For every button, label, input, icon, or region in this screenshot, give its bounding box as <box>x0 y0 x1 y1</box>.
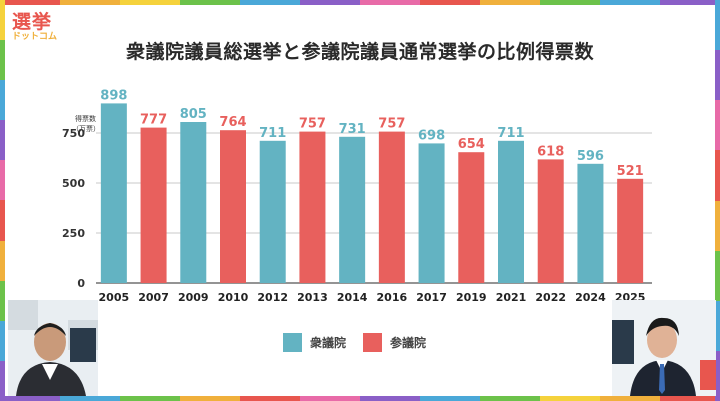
bar-2022 <box>537 159 564 283</box>
presenter-left-video <box>8 300 98 396</box>
frame-right <box>715 0 720 401</box>
y-tick-label: 250 <box>62 227 85 240</box>
y-tick-label: 0 <box>77 277 85 290</box>
label-layer: 0 250 500 750 898 2005 777 2007 805 2009 764 2010 71… <box>62 88 645 304</box>
y-tick-label: 750 <box>62 127 85 140</box>
bar-2007 <box>140 127 167 283</box>
x-tick-label-2022: 2022 <box>535 291 566 304</box>
bar-2013 <box>299 131 326 283</box>
data-label-2005: 898 <box>100 88 127 103</box>
x-tick-label-2017: 2017 <box>416 291 447 304</box>
x-tick-label-2021: 2021 <box>496 291 527 304</box>
x-tick-label-2010: 2010 <box>218 291 249 304</box>
data-label-2022: 618 <box>537 144 564 159</box>
x-tick-label-2014: 2014 <box>337 291 368 304</box>
x-tick-label-2009: 2009 <box>178 291 209 304</box>
frame-bottom <box>0 396 720 401</box>
bar-2025 <box>617 178 644 283</box>
legend-label-shugiin: 衆議院 <box>310 335 347 350</box>
frame-top <box>0 0 720 5</box>
legend-item-shugiin: 衆議院 <box>283 332 346 352</box>
x-tick-label-2024: 2024 <box>575 291 606 304</box>
y-axis-label-line2: （万票） <box>72 125 100 133</box>
senkyo-dotcom-logo: 選挙 ドットコム <box>12 12 60 42</box>
legend-item-sangiin: 参議院 <box>363 332 426 352</box>
x-tick-label-2007: 2007 <box>138 291 169 304</box>
bar-2005 <box>100 103 127 284</box>
presenter-right-video <box>612 300 716 396</box>
data-label-2016: 757 <box>378 117 405 132</box>
grid-layer <box>96 132 652 284</box>
y-tick-label: 500 <box>62 177 85 190</box>
bar-2009 <box>180 122 207 283</box>
data-label-2021: 711 <box>497 126 524 141</box>
bar-2017 <box>418 143 445 283</box>
presenter-avatar-icon <box>8 300 98 396</box>
data-label-2009: 805 <box>180 107 207 122</box>
presenter-avatar-icon <box>612 300 716 396</box>
data-label-2025: 521 <box>617 164 644 179</box>
logo-sub-text: ドットコム <box>12 32 58 42</box>
data-label-2007: 777 <box>140 113 167 128</box>
x-tick-label-2013: 2013 <box>297 291 328 304</box>
data-label-2024: 596 <box>577 149 604 164</box>
bar-2010 <box>220 130 246 283</box>
x-tick-label-2012: 2012 <box>257 291 288 304</box>
data-label-2010: 764 <box>219 115 246 130</box>
y-axis-label-line1: 得票数 <box>75 114 96 123</box>
data-label-2012: 711 <box>259 126 286 141</box>
bar-2019 <box>458 152 485 283</box>
bar-2014 <box>339 136 366 283</box>
bar-2024 <box>577 163 604 283</box>
data-label-2017: 698 <box>418 128 445 143</box>
chart-title: 衆議院議員総選挙と参議院議員通常選挙の比例得票数 <box>125 41 594 63</box>
x-tick-label-2016: 2016 <box>377 291 408 304</box>
legend-swatch-sangiin <box>363 332 382 352</box>
x-tick-label-2005: 2005 <box>99 291 130 304</box>
x-tick-label-2019: 2019 <box>456 291 487 304</box>
legend-label-sangiin: 参議院 <box>390 335 427 350</box>
bar-2016 <box>378 131 405 283</box>
data-label-2019: 654 <box>458 137 485 152</box>
bar-2021 <box>498 140 524 283</box>
logo-main-text: 選挙 <box>12 11 53 33</box>
data-label-2013: 757 <box>299 117 326 132</box>
data-label-2014: 731 <box>339 122 366 137</box>
bar-2012 <box>259 140 286 283</box>
legend-swatch-shugiin <box>283 332 302 352</box>
frame-left <box>0 0 5 401</box>
bar-layer <box>100 103 644 284</box>
